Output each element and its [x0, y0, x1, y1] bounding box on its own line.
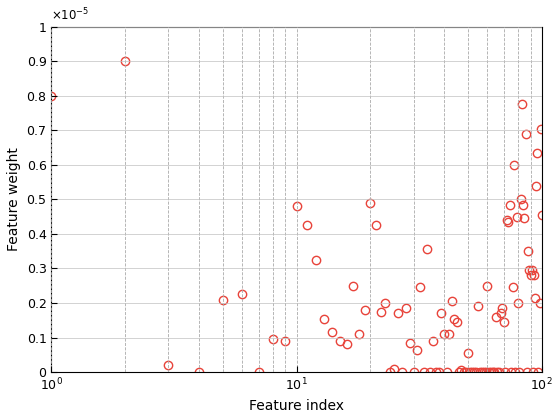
Text: $\times10^{-5}$: $\times10^{-5}$ [52, 7, 90, 24]
Y-axis label: Feature weight: Feature weight [7, 147, 21, 251]
X-axis label: Feature index: Feature index [249, 399, 344, 413]
